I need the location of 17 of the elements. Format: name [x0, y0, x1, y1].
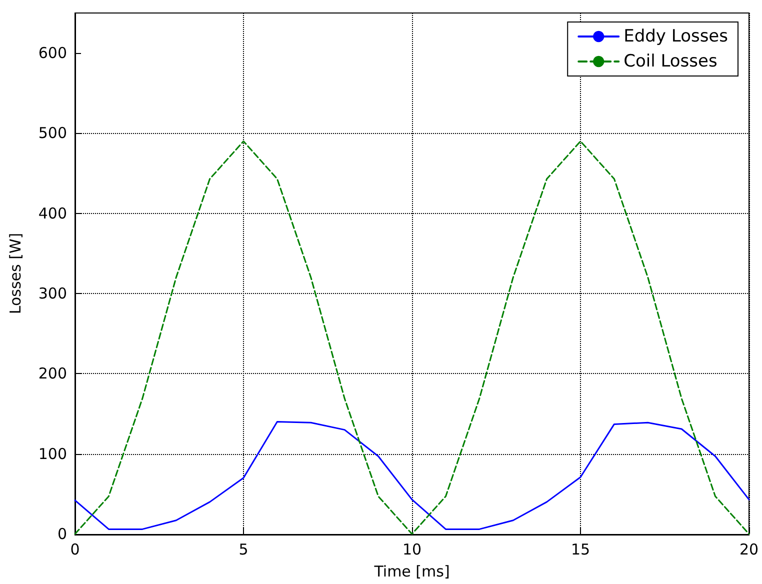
- x-tick-label: 20: [739, 540, 759, 558]
- legend-label: Eddy Losses: [624, 26, 728, 46]
- x-tick-label: 15: [570, 540, 590, 558]
- y-tick-label: 500: [38, 124, 67, 142]
- y-tick-label: 0: [57, 525, 67, 543]
- y-axis-title: Losses [W]: [6, 232, 24, 314]
- y-tick-label: 100: [38, 444, 67, 463]
- line-series: [74, 421, 750, 530]
- y-tick-label: 600: [38, 44, 67, 62]
- y-tick-label: 300: [38, 284, 67, 303]
- x-tick-label: 0: [70, 540, 80, 558]
- x-axis-title: Time [ms]: [373, 562, 450, 580]
- x-tick-label: 5: [238, 540, 248, 558]
- legend-label: Coil Losses: [624, 52, 718, 72]
- x-tick-label: 10: [402, 540, 422, 558]
- y-tick-label: 400: [38, 204, 67, 222]
- y-tick-label: 200: [38, 364, 67, 383]
